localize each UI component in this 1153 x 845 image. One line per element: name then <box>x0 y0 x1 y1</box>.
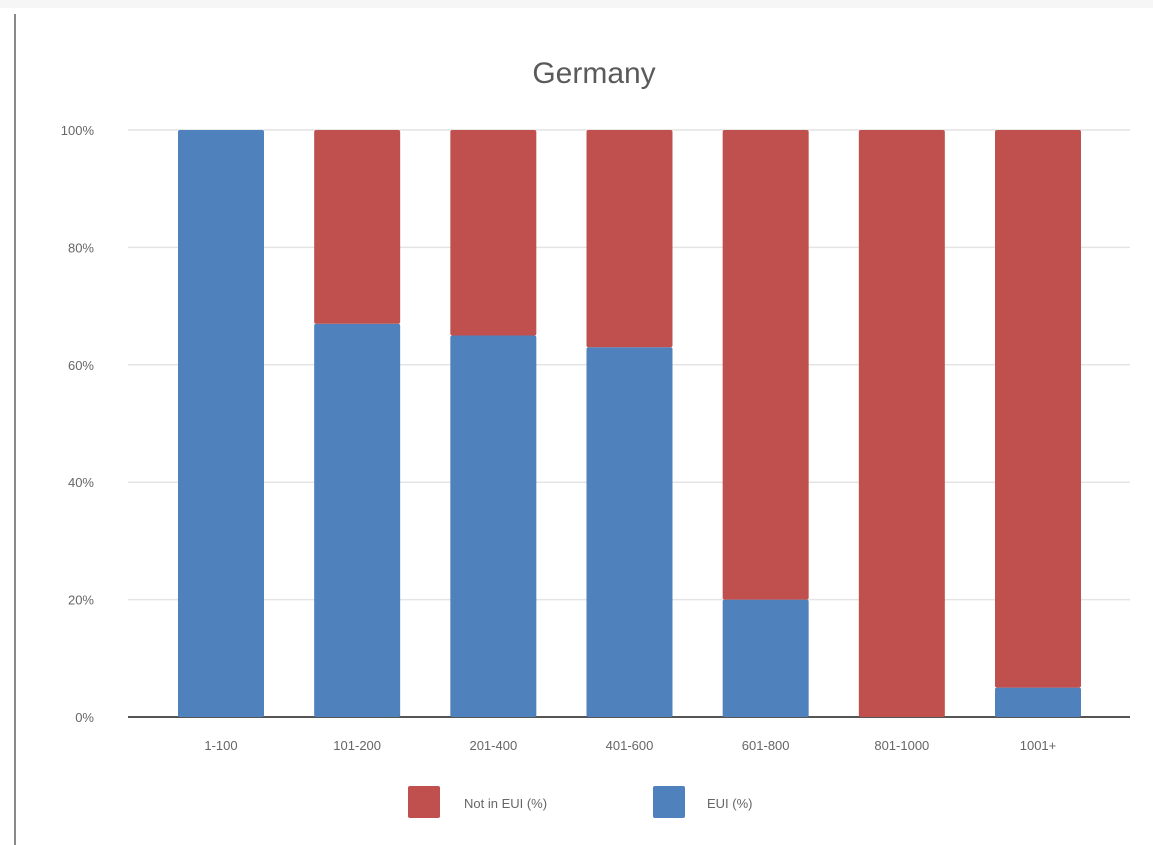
chart-title: Germany <box>532 57 655 90</box>
bar-segment <box>450 335 537 717</box>
left-border <box>14 14 16 845</box>
bar-segment <box>722 130 809 600</box>
legend: Not in EUI (%) EUI (%) <box>408 786 753 818</box>
legend-swatch <box>408 786 440 818</box>
legend-label: Not in EUI (%) <box>464 796 547 811</box>
bar-segment <box>450 130 537 336</box>
y-axis-ticks: 0% 20% 40% 60% 80% 100% <box>61 123 95 725</box>
y-tick-label: 20% <box>68 593 94 608</box>
y-tick-label: 80% <box>68 240 94 255</box>
x-tick-label: 1001+ <box>1020 738 1057 753</box>
y-tick-label: 0% <box>75 710 94 725</box>
bar-segment <box>178 130 264 717</box>
y-tick-label: 100% <box>61 123 95 138</box>
bar-segment <box>722 599 809 717</box>
x-tick-label: 201-400 <box>469 738 517 753</box>
x-tick-label: 101-200 <box>333 738 381 753</box>
x-tick-label: 1-100 <box>204 738 237 753</box>
y-tick-label: 40% <box>68 475 94 490</box>
bars <box>178 130 1081 717</box>
top-strip <box>0 0 1153 8</box>
bar-segment <box>314 130 401 324</box>
legend-swatch <box>653 786 685 818</box>
bar-segment <box>586 347 673 717</box>
x-tick-label: 801-1000 <box>874 738 929 753</box>
bar-segment <box>586 130 673 348</box>
x-axis-ticks: 1-100 101-200 201-400 401-600 601-800 801-100… <box>204 738 1056 753</box>
bar-segment <box>314 323 401 717</box>
x-tick-label: 601-800 <box>742 738 790 753</box>
x-tick-label: 401-600 <box>606 738 654 753</box>
bar-segment <box>995 687 1081 717</box>
bar-segment <box>858 130 945 717</box>
legend-label: EUI (%) <box>707 796 753 811</box>
y-tick-label: 60% <box>68 358 94 373</box>
bar-segment <box>995 130 1081 688</box>
